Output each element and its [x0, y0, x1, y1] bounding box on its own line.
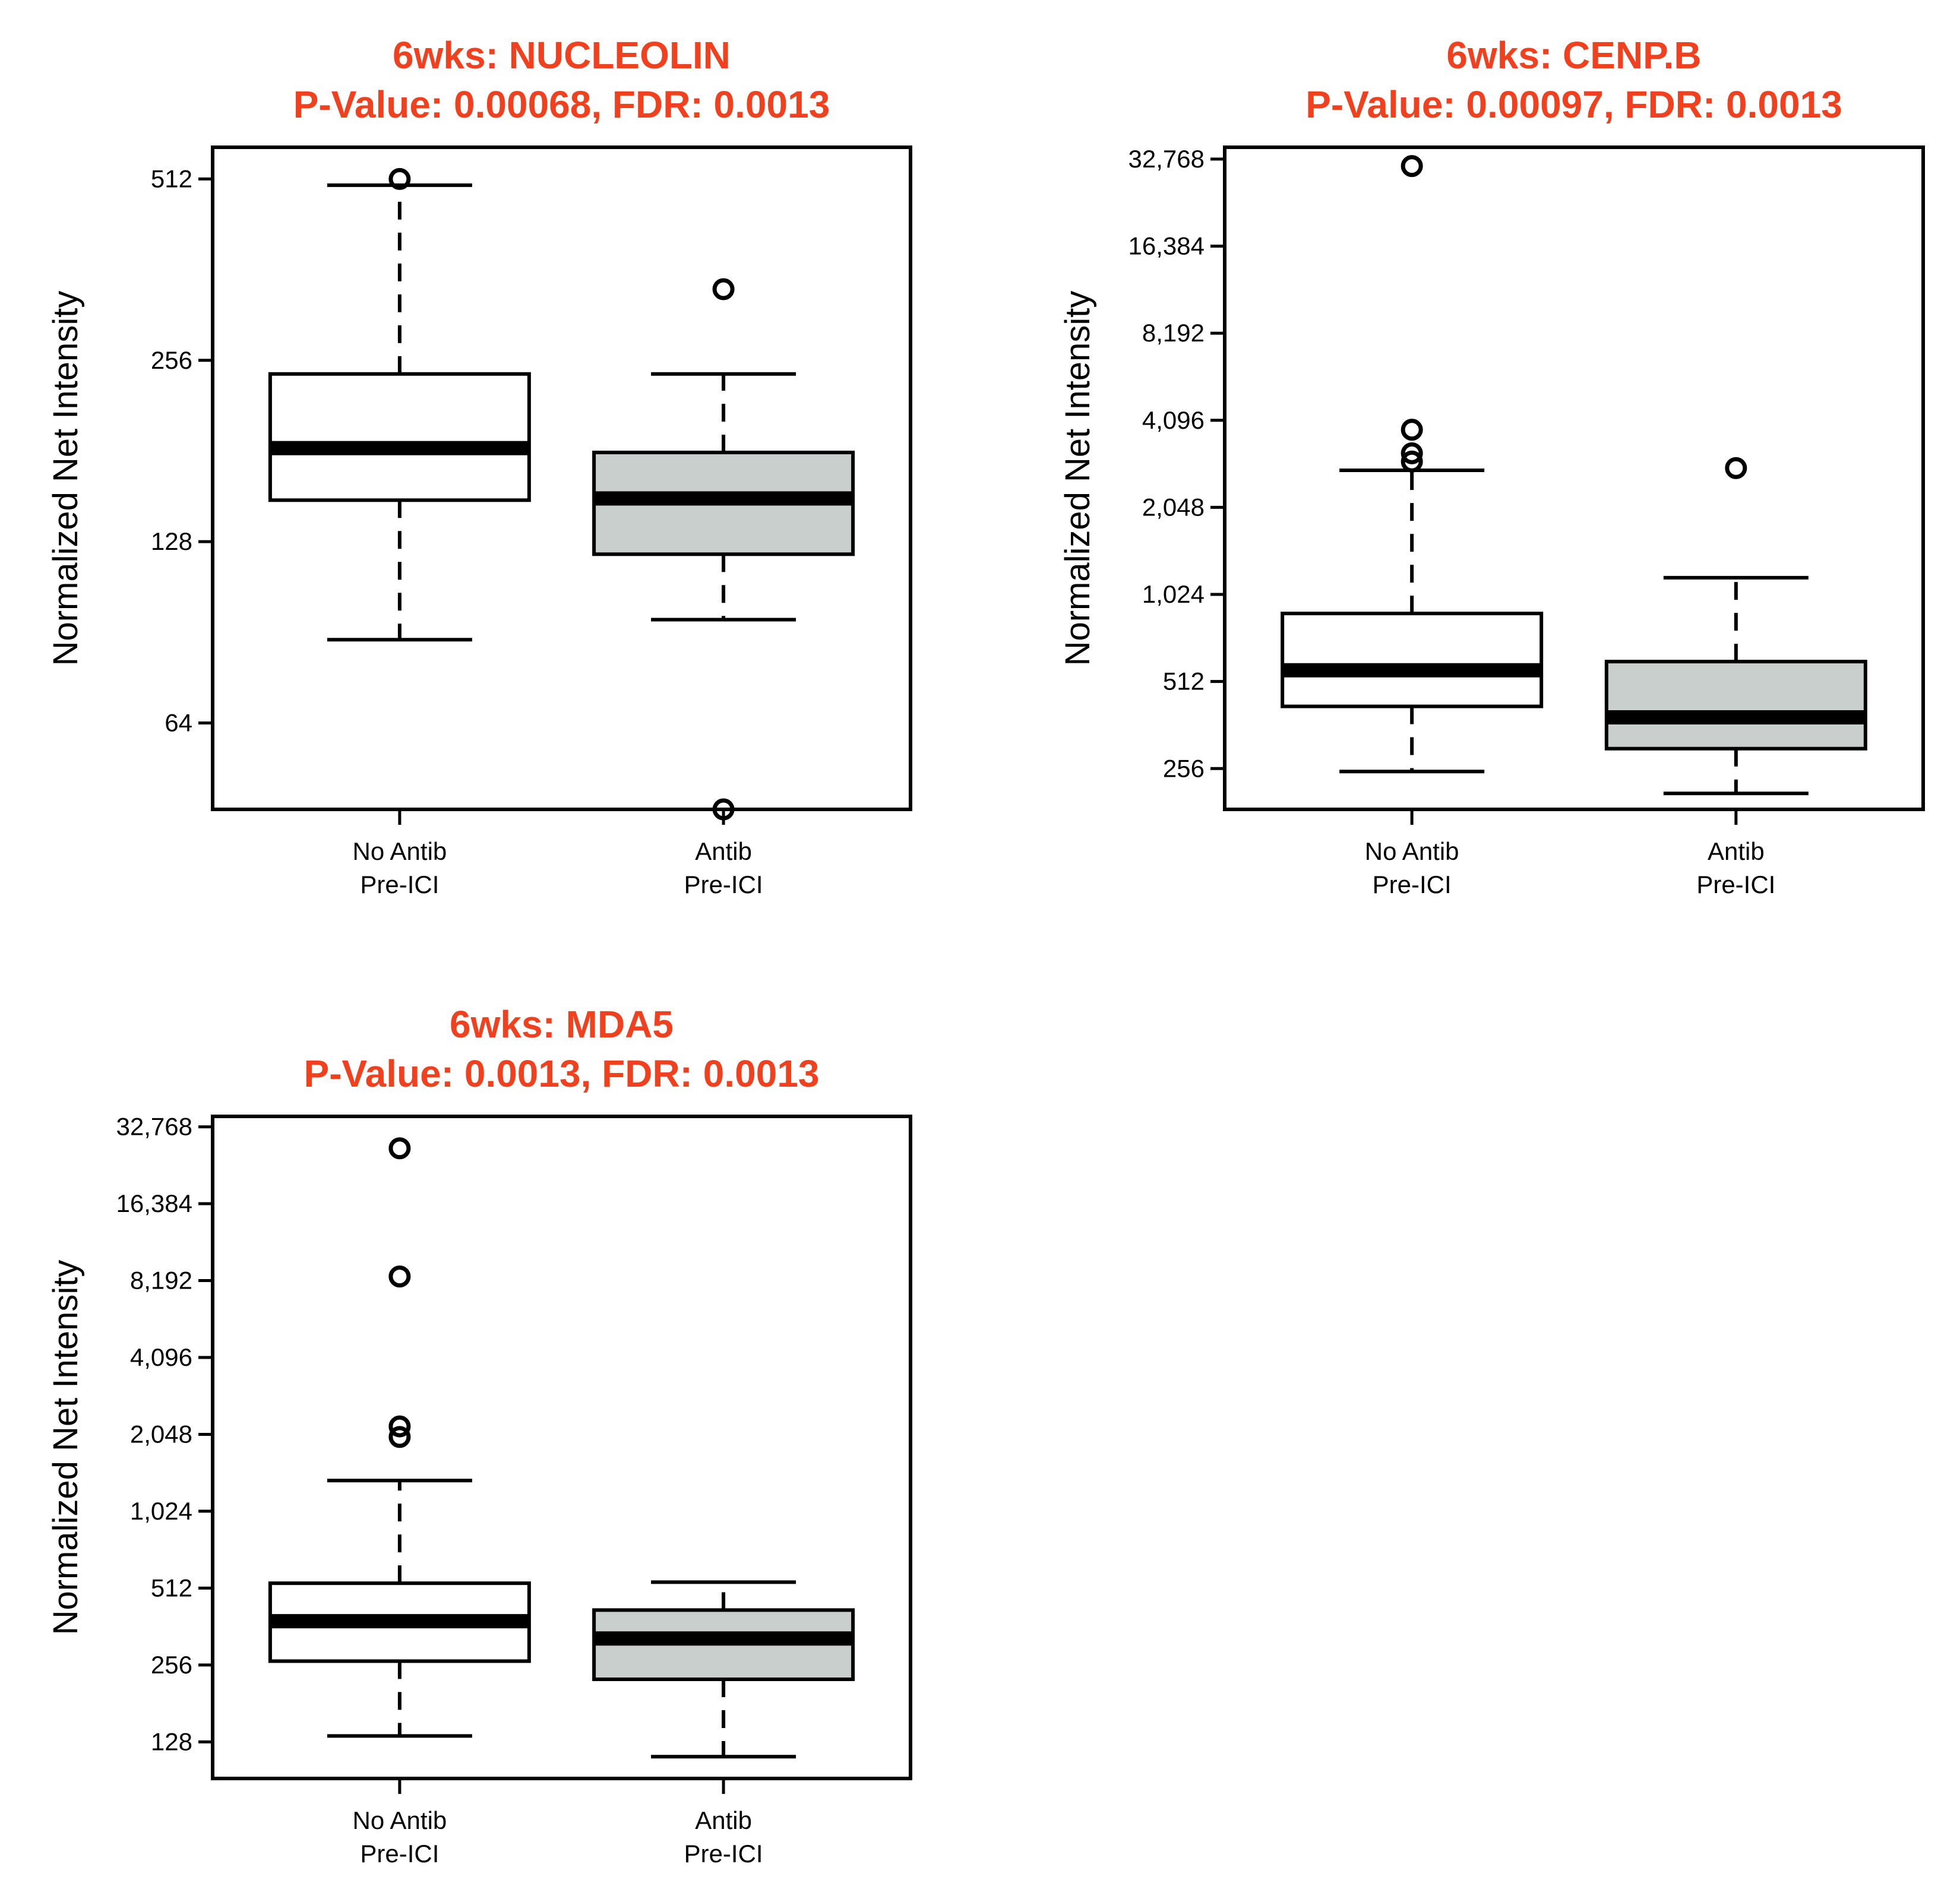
y-tick-label: 2,048: [1142, 493, 1205, 521]
plot-frame: [1223, 145, 1925, 811]
y-tick-label: 1,024: [130, 1497, 192, 1525]
x-category-label: No Antib: [353, 1806, 447, 1834]
y-tick-label: 128: [151, 1727, 192, 1755]
chart-panel: 6wks: NUCLEOLIN P-Value: 0.00068, FDR: 0.…: [46, 34, 912, 898]
y-tick-label: 4,096: [1142, 406, 1205, 434]
chart-subtitle: P-Value: 0.00097, FDR: 0.0013: [1305, 83, 1842, 126]
y-tick-label: 2,048: [130, 1420, 192, 1448]
outlier-point: [388, 1137, 411, 1160]
chart-title: 6wks: NUCLEOLIN: [393, 34, 731, 77]
x-category-label: Antib: [695, 837, 752, 865]
outlier-point: [388, 1415, 411, 1438]
outlier-point: [388, 1426, 411, 1448]
x-category-label: Antib: [1708, 837, 1765, 865]
x-category-label: Pre-ICI: [360, 1840, 439, 1868]
x-category-label: Pre-ICI: [360, 871, 439, 898]
outlier-point: [1401, 450, 1423, 473]
plot-frame: [211, 1115, 912, 1780]
iqr-box: [268, 372, 531, 502]
y-tick-label: 16,384: [116, 1189, 192, 1217]
outlier-point: [388, 167, 411, 190]
y-tick-label: 128: [151, 527, 192, 555]
outlier-point: [1401, 419, 1423, 441]
y-tick-label: 256: [1163, 754, 1205, 782]
chart-title: 6wks: MDA5: [450, 1003, 674, 1046]
y-tick-label: 16,384: [1128, 232, 1205, 260]
chart-subtitle: P-Value: 0.0013, FDR: 0.0013: [304, 1052, 820, 1095]
y-tick-label: 512: [151, 1574, 192, 1602]
y-tick-label: 256: [151, 1651, 192, 1679]
outlier-point: [1401, 155, 1423, 178]
plot-frame: [211, 145, 912, 811]
y-tick-label: 1,024: [1142, 580, 1205, 608]
y-tick-label: 4,096: [130, 1343, 192, 1371]
chart-panel: 6wks: MDA5 P-Value: 0.0013, FDR: 0.0013 No…: [46, 1003, 912, 1868]
y-axis-label: Normalized Net Intensity: [1058, 291, 1097, 666]
outlier-point: [712, 278, 735, 300]
y-tick-label: 32,768: [1128, 145, 1205, 173]
y-axis-label: Normalized Net Intensity: [46, 1260, 85, 1635]
x-category-label: Pre-ICI: [684, 871, 763, 898]
outlier-point: [1401, 442, 1423, 464]
x-category-label: Pre-ICI: [1696, 871, 1775, 898]
x-category-label: Antib: [695, 1806, 752, 1834]
y-tick-label: 64: [165, 709, 192, 737]
chart-panel: 6wks: CENP.B P-Value: 0.00097, FDR: 0.001…: [1058, 34, 1925, 898]
iqr-box: [1281, 612, 1544, 708]
x-category-label: Pre-ICI: [1373, 871, 1452, 898]
y-tick-label: 256: [151, 346, 192, 374]
y-tick-label: 512: [1163, 667, 1205, 695]
y-axis-label: Normalized Net Intensity: [46, 291, 85, 666]
chart-title: 6wks: CENP.B: [1446, 34, 1701, 77]
chart-subtitle: P-Value: 0.00068, FDR: 0.0013: [293, 83, 830, 126]
x-category-label: Pre-ICI: [684, 1840, 763, 1868]
x-category-label: No Antib: [1365, 837, 1459, 865]
x-category-label: No Antib: [353, 837, 447, 865]
y-tick-label: 512: [151, 164, 192, 192]
y-tick-label: 8,192: [1142, 319, 1205, 347]
iqr-box: [1604, 660, 1867, 751]
y-tick-label: 8,192: [130, 1267, 192, 1295]
outlier-point: [1725, 457, 1747, 479]
outlier-point: [388, 1265, 411, 1288]
y-tick-label: 32,768: [116, 1113, 192, 1141]
